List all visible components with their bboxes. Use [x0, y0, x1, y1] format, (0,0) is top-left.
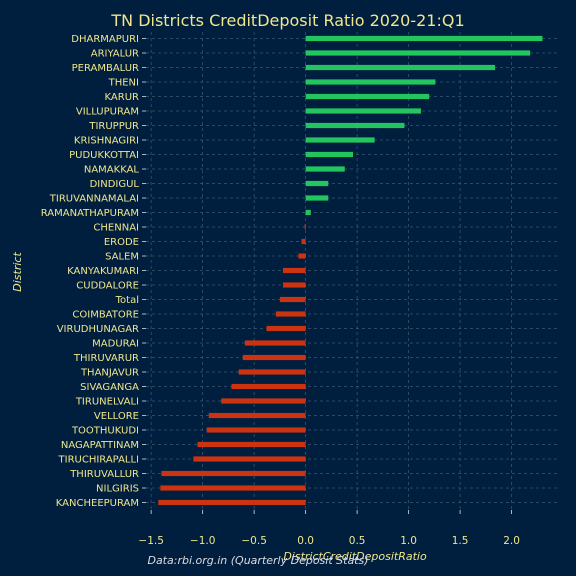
- category-label: KANYAKUMARI: [67, 266, 139, 277]
- bar: [305, 64, 496, 71]
- category-label: TOOTHUKUDI: [71, 426, 139, 437]
- category-label: TIRUCHIRAPALLI: [58, 455, 139, 466]
- category-label: THIRUVARUR: [73, 353, 139, 364]
- category-label: DINDIGUL: [90, 179, 140, 190]
- bar: [197, 441, 306, 448]
- bar: [279, 296, 306, 303]
- category-label: ARIYALUR: [91, 49, 139, 60]
- bar: [305, 108, 421, 114]
- bar: [305, 50, 531, 56]
- bar: [282, 267, 306, 274]
- category-label: KANCHEEPURAM: [56, 498, 139, 509]
- x-tick-label: −1.5: [138, 535, 164, 547]
- category-label: Total: [115, 295, 139, 306]
- x-tick-label: 2.0: [503, 535, 520, 547]
- category-label: TIRUNELVALI: [75, 397, 139, 408]
- x-tick-label: 1.0: [400, 535, 417, 547]
- category-label: TIRUPPUR: [88, 121, 139, 132]
- bar: [305, 166, 345, 172]
- chart-title: TN Districts CreditDeposit Ratio 2020-21…: [110, 11, 464, 30]
- bar: [301, 238, 306, 245]
- y-axis-label: District: [11, 252, 24, 292]
- x-tick-label: 1.5: [452, 535, 469, 547]
- x-tick-label: −0.5: [241, 535, 267, 547]
- axes: [142, 38, 512, 514]
- x-tick-label: −1.0: [190, 535, 216, 547]
- category-label: PERAMBALUR: [72, 63, 139, 74]
- category-label: DHARMAPURI: [71, 34, 139, 45]
- category-label: VELLORE: [94, 411, 139, 422]
- source-note: Data:rbi.org.in (Quarterly Deposit Stats…: [147, 554, 368, 567]
- category-label: CHENNAI: [93, 223, 139, 234]
- bar: [231, 383, 306, 390]
- category-label: VIRUDHUNAGAR: [57, 324, 139, 335]
- bar: [305, 151, 353, 158]
- category-label: ERODE: [104, 237, 139, 248]
- bar: [298, 253, 306, 259]
- category-label: SALEM: [105, 252, 139, 263]
- category-label: COIMBATORE: [72, 310, 139, 321]
- bar: [282, 282, 306, 288]
- bar: [208, 412, 306, 419]
- bar: [193, 456, 306, 462]
- bar: [242, 354, 306, 361]
- category-label: NAGAPATTINAM: [61, 440, 139, 451]
- category-label: THANJAVUR: [80, 368, 139, 379]
- category-label: THENI: [108, 78, 139, 89]
- bar: [158, 499, 306, 506]
- bar: [160, 485, 306, 491]
- category-label: RAMANATHAPURAM: [41, 208, 139, 219]
- bars: [158, 35, 543, 506]
- x-axis-label: DistrictCreditDepositRatio: [283, 550, 427, 563]
- category-label: SIVAGANGA: [80, 382, 139, 393]
- bar: [161, 470, 306, 477]
- category-label: KARUR: [105, 92, 139, 103]
- category-label: MADURAI: [92, 339, 139, 350]
- category-label: THIRUVALLUR: [69, 469, 139, 480]
- bar: [305, 79, 436, 85]
- x-tick-label: 0.0: [297, 535, 314, 547]
- category-label: KRISHNAGIRI: [74, 136, 139, 147]
- bar: [206, 427, 306, 433]
- bar: [305, 195, 329, 201]
- x-tick-label: 0.5: [349, 535, 366, 547]
- category-label: VILLUPURAM: [76, 107, 139, 118]
- category-label: NAMAKKAL: [84, 165, 140, 176]
- bar: [304, 224, 306, 230]
- bar: [305, 137, 375, 143]
- category-label: CUDDALORE: [76, 281, 139, 292]
- category-label: PUDUKKOTTAI: [69, 150, 139, 161]
- bar: [221, 398, 306, 404]
- category-label: TIRUVANNAMALAI: [49, 194, 139, 205]
- tick-labels: −1.5 −1.0 −0.5 0.0 0.5 1.0 1.5 2.0 DHARMAPURI ARI…: [41, 34, 520, 547]
- bar: [266, 325, 306, 332]
- bar: [305, 35, 543, 42]
- bar: [305, 180, 329, 187]
- bar: [305, 209, 311, 216]
- bar: [305, 122, 405, 129]
- bar: [238, 369, 306, 375]
- category-label: NILGIRIS: [96, 484, 139, 495]
- bar: [305, 93, 430, 100]
- bar: [244, 340, 306, 346]
- bar: [275, 311, 306, 317]
